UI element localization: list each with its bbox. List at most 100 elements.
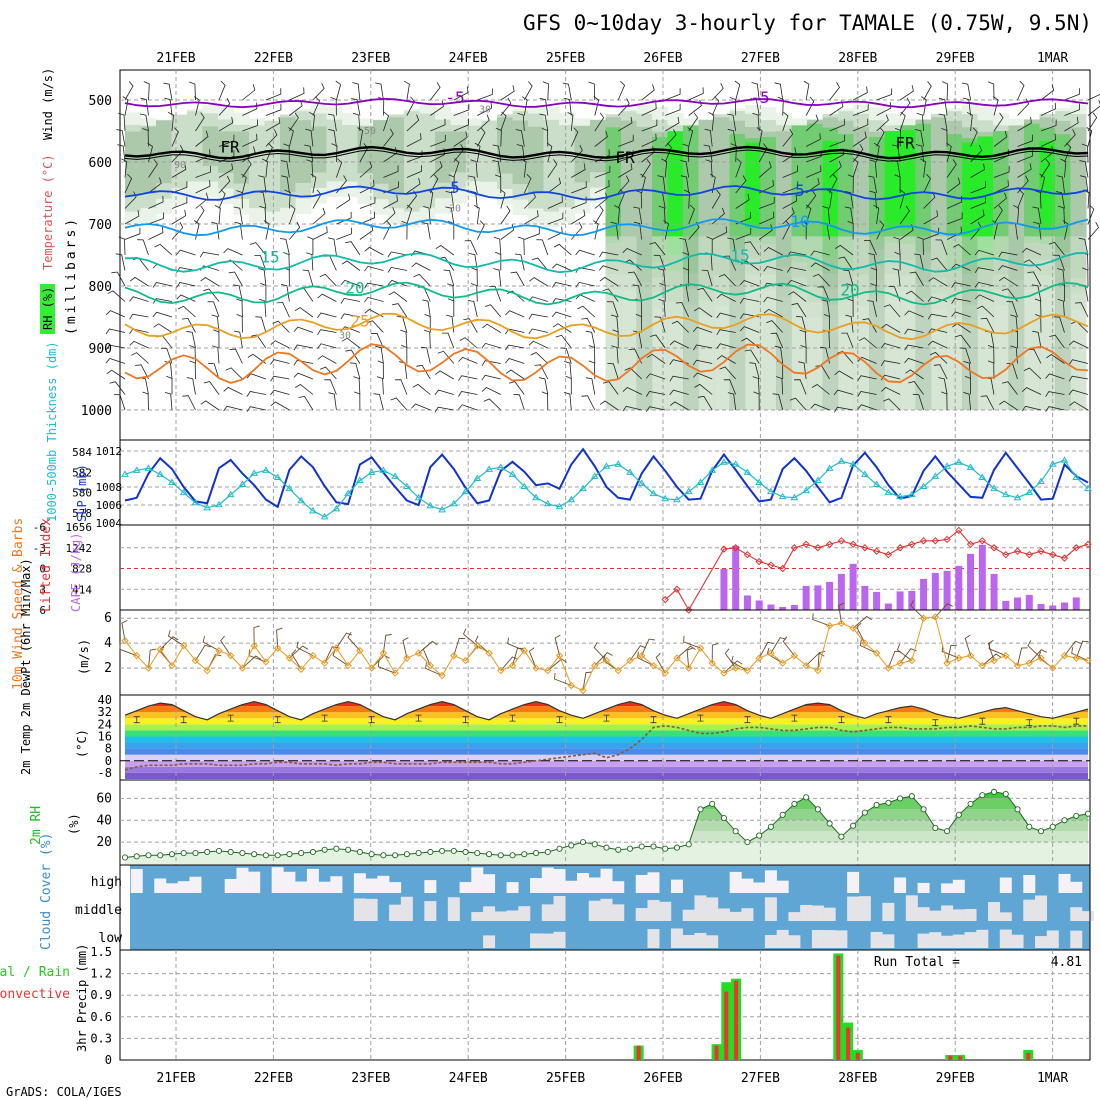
upper-barb-36-900: [528, 340, 548, 349]
rh-marker-48: [685, 841, 692, 848]
thickness-marker-56: [778, 492, 787, 500]
upper-barb-58-775: [786, 266, 807, 273]
upper-barb-18-575: [328, 128, 337, 147]
rh-band-5: [125, 791, 1088, 799]
upper-barb-18-825: [317, 293, 337, 302]
upper-barb-14-575: [288, 127, 294, 147]
thickness-marker-22: [379, 466, 388, 473]
upper-barb-78-1000: [1021, 405, 1042, 412]
upper-barb-30-925: [458, 356, 478, 364]
upper-barb-80-650: [1056, 175, 1065, 194]
rh-shade-23-1: [481, 120, 498, 182]
upper-barb-2-525: [140, 97, 149, 116]
cloud-block-0-81: [1070, 881, 1083, 893]
upper-barb-4-975: [166, 375, 173, 395]
upper-barb-42-650: [617, 175, 630, 194]
upper-barb-14-925: [270, 359, 290, 365]
cloud-block-2-31: [483, 935, 496, 948]
upper-barb-56-575: [782, 128, 794, 147]
upper-ptick-500: 500: [89, 94, 112, 109]
upper-barb-58-700: [805, 204, 812, 225]
upper-barb-18-700: [336, 211, 352, 225]
cloud-block-1-30: [471, 912, 484, 921]
wind-barb-73: [982, 653, 1002, 666]
upper-barb-12-975: [246, 391, 266, 397]
upper-barb-8-725: [211, 221, 220, 240]
upper-barb-0-500: [124, 81, 134, 101]
upper-barb-54-700: [759, 211, 775, 225]
wind-marker-65: [884, 664, 893, 672]
rh-marker-11: [251, 851, 258, 858]
upper-barb-38-900: [555, 334, 572, 349]
wind-barb-22: [382, 634, 392, 654]
upper-barb-10-725: [234, 221, 243, 240]
upper-barb-34-975: [508, 381, 525, 395]
upper-barb-8-500: [218, 80, 226, 101]
cloud-block-1-63: [858, 896, 871, 921]
precip-conv-bar-5: [846, 1027, 851, 1060]
cloud-block-2-61: [835, 930, 848, 948]
upper-barb-74-525: [992, 96, 999, 116]
upper-barb-40-950: [588, 360, 596, 380]
upper-barb-6-500: [189, 81, 196, 101]
cloud-block-0-26: [424, 880, 437, 893]
upper-barb-6-825: [176, 294, 196, 302]
wind-barb-37: [554, 634, 561, 656]
cloud-block-1-59: [811, 905, 824, 921]
upper-barb-72-600: [970, 144, 983, 163]
temp-band-6: [125, 736, 1088, 743]
cloud-block-2-69: [929, 932, 942, 948]
wind-barb-72: [964, 634, 972, 656]
wind-barb-19: [332, 649, 349, 666]
upper-barb-60-800: [812, 273, 830, 287]
cape-ylabel-cape: CAPE (J/kg): [69, 533, 83, 612]
upper-barb-70-625: [946, 159, 957, 178]
upper-barb-50-875: [692, 326, 713, 333]
rh-marker-44: [638, 843, 645, 850]
upper-barb-36-950: [534, 364, 549, 380]
precip-conv-bar-3: [734, 980, 739, 1060]
upper-barb-66-700: [899, 205, 910, 225]
cape-grid: [120, 525, 1090, 610]
cloud-block-0-9: [224, 878, 237, 893]
rh-marker-37: [556, 845, 563, 852]
lifted-index-series: [661, 526, 1092, 614]
cloud-block-1-53: [741, 908, 754, 921]
thickness-marker-68: [919, 482, 928, 490]
upper-barb-80-575: [1064, 129, 1076, 147]
upper-barb-20-900: [341, 337, 361, 349]
upper-barb-28-925: [437, 350, 455, 364]
upper-barb-24-1000: [390, 397, 408, 411]
upper-barb-10-800: [228, 271, 243, 287]
upper-barb-60-750: [810, 250, 830, 256]
rh-shade-30-2: [590, 119, 606, 173]
upper-barb-48-900: [669, 340, 689, 349]
upper-barb-0-900: [105, 344, 126, 351]
isotherm-label-12: 25: [350, 311, 369, 330]
upper-barb-2-750: [137, 239, 149, 256]
upper-barb-30-575: [476, 127, 486, 147]
upper-barb-24-750: [387, 251, 407, 258]
wind-tick-4: 4: [104, 636, 112, 651]
upper-barb-82-625: [1079, 160, 1089, 178]
upper-barb-2-800: [129, 276, 149, 287]
upper-barb-36-600: [546, 142, 553, 163]
upper-barb-70-650: [946, 177, 961, 194]
wind-marker-4: [168, 661, 176, 670]
cloud-block-2-56: [776, 929, 789, 948]
upper-barb-30-775: [468, 253, 478, 271]
cloud-block-0-22: [377, 875, 390, 893]
upper-isotherms: [124, 97, 1089, 384]
wind-barb-27: [425, 662, 443, 677]
cape-tick-1242: 1242: [66, 542, 93, 555]
bottom-date-29feb: 29FEB: [936, 1071, 975, 1086]
upper-barb-0-675: [124, 191, 137, 209]
top-date-25feb: 25FEB: [546, 51, 585, 66]
upper-barb-50-950: [693, 372, 713, 380]
rh-marker-8: [215, 847, 223, 854]
wind-barb-80: [1064, 640, 1082, 656]
upper-barb-62-575: [852, 131, 867, 147]
rh-tick-20: 20: [96, 835, 112, 850]
upper-barb-4-900: [156, 334, 173, 349]
upper-barb-68-725: [923, 227, 940, 240]
